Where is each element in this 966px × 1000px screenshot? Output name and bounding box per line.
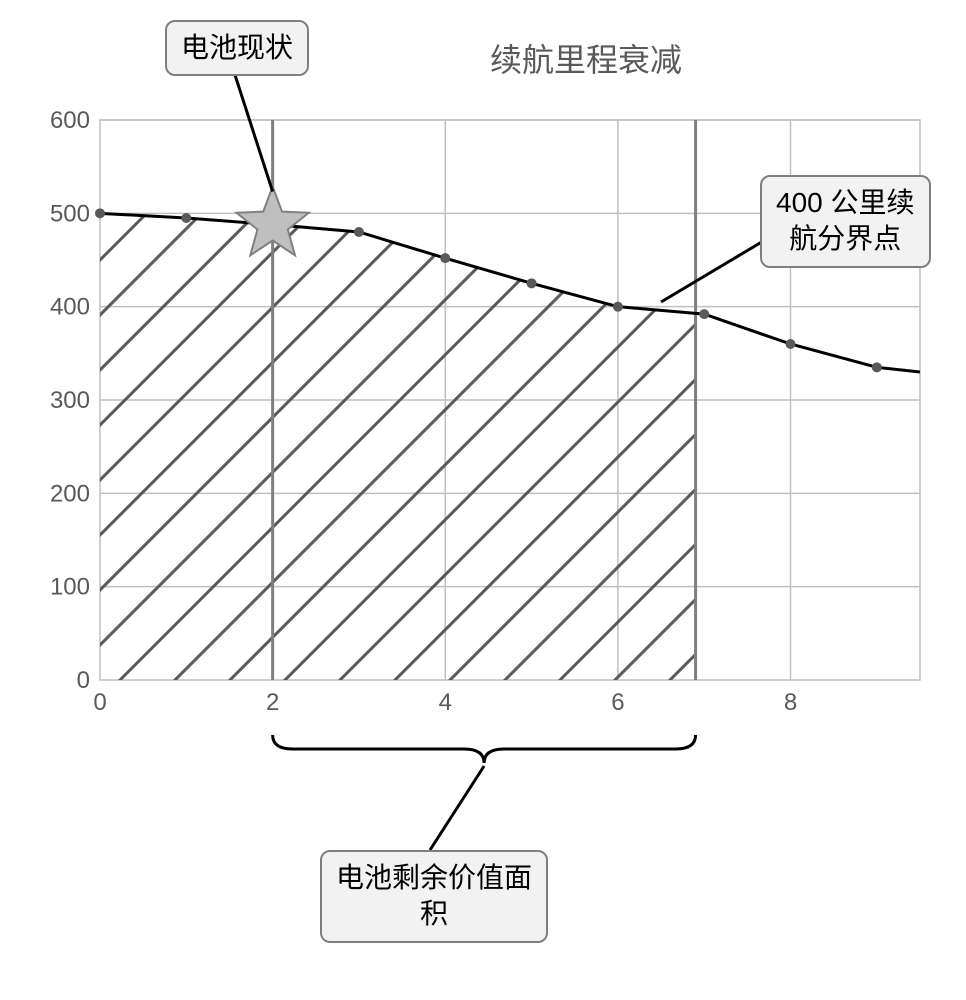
callout-boundary-line1: 400 公里续 (776, 187, 915, 218)
callout-area-line1: 电池剩余价值面 (336, 862, 532, 893)
callout-area: 电池剩余价值面 积 (320, 850, 548, 943)
y-tick-label: 300 (50, 387, 90, 414)
y-tick-label: 200 (50, 480, 90, 507)
chart-svg: 0 100 200 300 400 500 600 0 2 4 6 8 (20, 20, 946, 980)
x-tick-label: 4 (439, 689, 452, 716)
callout-area-line2: 积 (420, 898, 448, 929)
y-tick-label: 100 (50, 574, 90, 601)
x-tick-label: 6 (611, 689, 624, 716)
callout-boundary: 400 公里续 航分界点 (760, 175, 931, 268)
brace-icon (273, 735, 696, 763)
callout-status: 电池现状 (165, 20, 309, 76)
x-tick-label: 2 (266, 689, 279, 716)
y-tick-label: 600 (50, 107, 90, 134)
y-tick-label: 0 (77, 667, 90, 694)
y-tick-label: 500 (50, 200, 90, 227)
x-tick-label: 0 (93, 689, 106, 716)
callout-boundary-line2: 航分界点 (789, 223, 901, 254)
chart-container: 续航里程衰减 0 100 200 300 400 500 600 0 2 4 6 8 电池现状 400… (20, 20, 946, 980)
callout-pointer (430, 766, 484, 850)
chart-title: 续航里程衰减 (490, 35, 682, 81)
callout-status-text: 电池现状 (181, 32, 293, 63)
y-tick-label: 400 (50, 294, 90, 321)
x-tick-label: 8 (784, 689, 797, 716)
